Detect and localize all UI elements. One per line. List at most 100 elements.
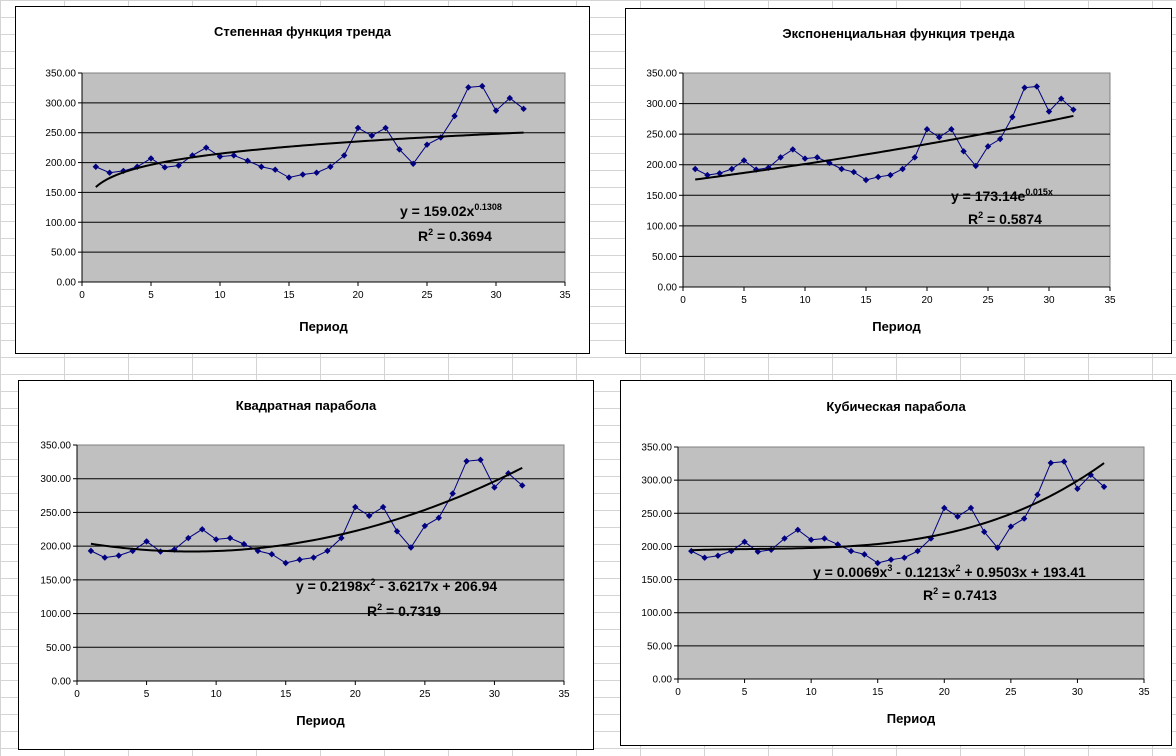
data-point <box>899 165 906 173</box>
data-point <box>379 503 387 511</box>
data-point <box>396 146 403 153</box>
data-point <box>1047 459 1054 467</box>
chart-quadratic-parabola[interactable]: Квадратная парабола 0.00 50.00 100.00 150.00… <box>18 380 594 750</box>
x-axis-label: Период <box>887 711 936 726</box>
data-point <box>741 538 748 545</box>
y-tick-label: 300.00 <box>646 99 677 110</box>
x-tick-label: 30 <box>490 290 502 301</box>
x-tick-label: 5 <box>144 689 150 700</box>
data-point <box>299 171 306 178</box>
x-tick-label: 0 <box>74 689 80 700</box>
data-point <box>226 534 234 542</box>
y-tick-label: 250.00 <box>646 130 677 141</box>
data-point <box>740 157 748 164</box>
data-point <box>1007 523 1015 530</box>
data-point <box>258 163 265 170</box>
y-tick-label: 100.00 <box>40 609 71 620</box>
data-point <box>901 554 908 561</box>
chart-power-trend[interactable]: Степенная функция тренда 0.00 50.00 100.00 1… <box>15 6 590 354</box>
x-tick-label: 10 <box>214 290 226 301</box>
r-squared-label: R2 = 0.5874 <box>968 210 1042 227</box>
chart-exponential-trend[interactable]: Экспоненциальная функция тренда 0.00 50.00… <box>625 8 1172 354</box>
trend-equation: y = 0.0069x3 - 0.1213x2 + 0.9503x + 193.… <box>813 563 1086 580</box>
data-point <box>92 163 99 170</box>
y-tick-label: 200.00 <box>45 158 76 169</box>
data-point <box>352 503 359 511</box>
x-tick-label: 15 <box>283 290 295 301</box>
x-axis-label: Период <box>299 319 348 334</box>
y-tick-label: 150.00 <box>40 575 71 586</box>
data-point <box>449 490 456 497</box>
x-tick-label: 5 <box>741 295 747 306</box>
data-point <box>285 174 293 181</box>
data-point <box>161 164 168 171</box>
chart-title: Кубическая парабола <box>826 399 966 414</box>
x-tick-label: 20 <box>921 295 933 306</box>
data-point <box>451 112 458 120</box>
y-tick-label: 300.00 <box>40 474 71 485</box>
plot-area <box>682 72 1111 288</box>
data-point <box>230 152 237 159</box>
y-tick-label: 250.00 <box>45 128 76 139</box>
chart-svg: Экспоненциальная функция тренда 0.00 50.00… <box>646 26 1116 334</box>
data-point <box>520 105 527 113</box>
data-point <box>781 535 788 542</box>
r-squared-label: R2 = 0.7413 <box>923 586 997 603</box>
y-tick-label: 350.00 <box>646 69 677 80</box>
x-tick-label: 30 <box>1072 687 1084 698</box>
data-point <box>967 504 975 512</box>
x-tick-label: 0 <box>680 295 686 306</box>
x-axis-label: Период <box>296 713 345 728</box>
data-point <box>491 484 498 491</box>
x-tick-label: 15 <box>860 295 872 306</box>
data-point <box>1070 106 1077 113</box>
trend-equation: y = 159.02x0.1308 <box>400 202 502 219</box>
data-point <box>341 152 348 159</box>
y-tick-label: 250.00 <box>40 508 71 519</box>
data-point <box>479 82 486 90</box>
chart-title: Степенная функция тренда <box>214 24 392 39</box>
y-tick-label: 50.00 <box>652 252 677 263</box>
data-point <box>801 155 809 162</box>
y-tick-label: 150.00 <box>45 188 76 199</box>
y-tick-label: 150.00 <box>641 575 672 586</box>
y-tick-label: 100.00 <box>641 608 672 619</box>
trend-equation: y = 0.2198x2 - 3.6217x + 206.94 <box>296 577 497 594</box>
x-tick-label: 25 <box>419 689 431 700</box>
r-squared-label: R2 = 0.7319 <box>367 602 441 619</box>
x-tick-label: 10 <box>211 689 223 700</box>
data-point <box>701 554 708 561</box>
data-point <box>272 166 279 173</box>
y-tick-label: 50.00 <box>647 641 672 652</box>
x-tick-label: 0 <box>675 687 681 698</box>
x-tick-label: 25 <box>421 290 433 301</box>
trend-line <box>90 466 523 553</box>
data-point <box>175 162 182 169</box>
x-tick-label: 10 <box>806 687 818 698</box>
x-tick-label: 10 <box>799 295 811 306</box>
data-point <box>106 169 113 176</box>
data-point <box>101 554 109 561</box>
x-tick-label: 15 <box>872 687 884 698</box>
trend-line <box>695 114 1074 181</box>
y-tick-label: 250.00 <box>641 509 672 520</box>
y-tick-label: 50.00 <box>51 248 76 259</box>
y-tick-label: 0.00 <box>52 677 72 688</box>
data-point <box>477 456 484 464</box>
data-point <box>463 457 470 465</box>
x-tick-label: 35 <box>1138 687 1150 698</box>
chart-cubic-parabola[interactable]: Кубическая парабола 0.00 50.00 100.00 150.00… <box>620 380 1172 746</box>
data-point <box>1034 491 1041 498</box>
data-point <box>1045 108 1053 115</box>
data-point <box>203 144 210 151</box>
trend-line <box>95 131 524 188</box>
y-tick-label: 300.00 <box>641 476 672 487</box>
data-point <box>506 94 513 102</box>
y-tick-label: 200.00 <box>646 160 677 171</box>
data-point <box>410 160 417 167</box>
data-point <box>948 126 955 133</box>
x-tick-label: 5 <box>148 290 154 301</box>
y-tick-label: 150.00 <box>646 191 677 202</box>
y-tick-label: 50.00 <box>46 643 71 654</box>
